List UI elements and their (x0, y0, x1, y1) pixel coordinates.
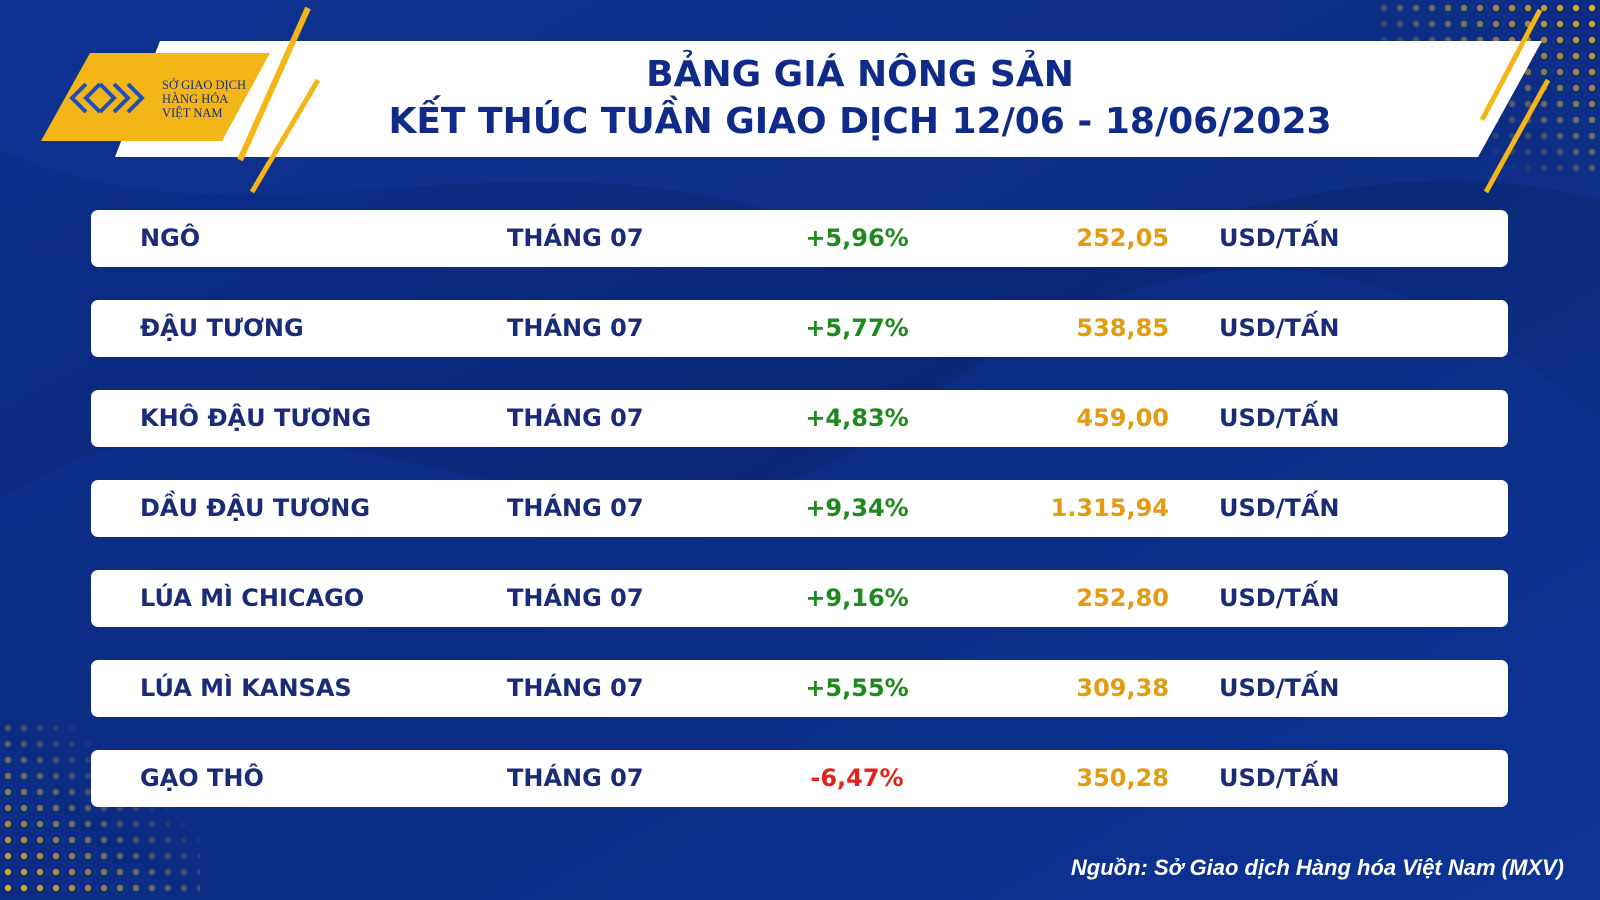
price-table: NGÔ THÁNG 07 +5,96% 252,05 USD/TẤN ĐẬU TƯƠNG T… (91, 210, 1508, 807)
accent-line (249, 78, 321, 194)
product-name: LÚA MÌ CHICAGO (140, 582, 364, 612)
logo-icon (69, 82, 145, 114)
row-card (91, 750, 1508, 807)
dot-pattern (0, 720, 200, 900)
weekly-change: +4,83% (805, 404, 908, 432)
weekly-change: +9,16% (805, 584, 908, 612)
price-unit: USD/TẤN (1219, 579, 1340, 612)
accent-line (1479, 8, 1543, 122)
price-unit: USD/TẤN (1219, 309, 1340, 342)
source-note: Nguồn: Sở Giao dịch Hàng hóa Việt Nam (M… (1071, 855, 1564, 880)
weekly-change: -6,47% (810, 764, 903, 792)
row-card (91, 570, 1508, 627)
product-name: KHÔ ĐẬU TƯƠNG (140, 402, 371, 432)
closing-price: 252,05 (1076, 224, 1169, 252)
price-unit: USD/TẤN (1219, 759, 1340, 792)
closing-price: 538,85 (1076, 314, 1169, 342)
row-card (91, 660, 1508, 717)
row-card (91, 390, 1508, 447)
row-card (91, 300, 1508, 357)
logo-text: VIỆT NAM (162, 106, 223, 120)
contract-month: THÁNG 07 (507, 673, 644, 702)
title: KẾT THÚC TUẦN GIAO DỊCH 12/06 - 18/06/20… (388, 95, 1331, 142)
contract-month: THÁNG 07 (507, 223, 644, 252)
closing-price: 252,80 (1076, 584, 1169, 612)
contract-month: THÁNG 07 (507, 493, 644, 522)
row-card (91, 480, 1508, 537)
price-unit: USD/TẤN (1219, 219, 1340, 252)
row-card (91, 210, 1508, 267)
closing-price: 350,28 (1076, 764, 1169, 792)
logo-text: SỞ GIAO DỊCH (162, 78, 246, 92)
contract-month: THÁNG 07 (507, 763, 644, 792)
weekly-change: +5,77% (805, 314, 908, 342)
product-name: LÚA MÌ KANSAS (140, 672, 352, 702)
product-name: GẠO THÔ (140, 762, 264, 792)
price-unit: USD/TẤN (1219, 669, 1340, 702)
product-name: ĐẬU TƯƠNG (140, 312, 304, 342)
logo-text: HÀNG HÓA (162, 92, 228, 106)
header-banner (115, 41, 1542, 157)
accent-line (1483, 78, 1551, 194)
logo-plate (41, 53, 270, 141)
weekly-change: +5,96% (805, 224, 908, 252)
closing-price: 459,00 (1076, 404, 1169, 432)
weekly-change: +9,34% (805, 494, 908, 522)
closing-price: 1.315,94 (1051, 494, 1169, 522)
closing-price: 309,38 (1076, 674, 1169, 702)
price-unit: USD/TẤN (1219, 399, 1340, 432)
product-name: DẦU ĐẬU TƯƠNG (140, 489, 370, 522)
accent-line (237, 6, 311, 162)
contract-month: THÁNG 07 (507, 403, 644, 432)
title: BẢNG GIÁ NÔNG SẢN (646, 49, 1074, 95)
contract-month: THÁNG 07 (507, 313, 644, 342)
product-name: NGÔ (140, 222, 200, 252)
contract-month: THÁNG 07 (507, 583, 644, 612)
price-unit: USD/TẤN (1219, 489, 1340, 522)
weekly-change: +5,55% (805, 674, 908, 702)
